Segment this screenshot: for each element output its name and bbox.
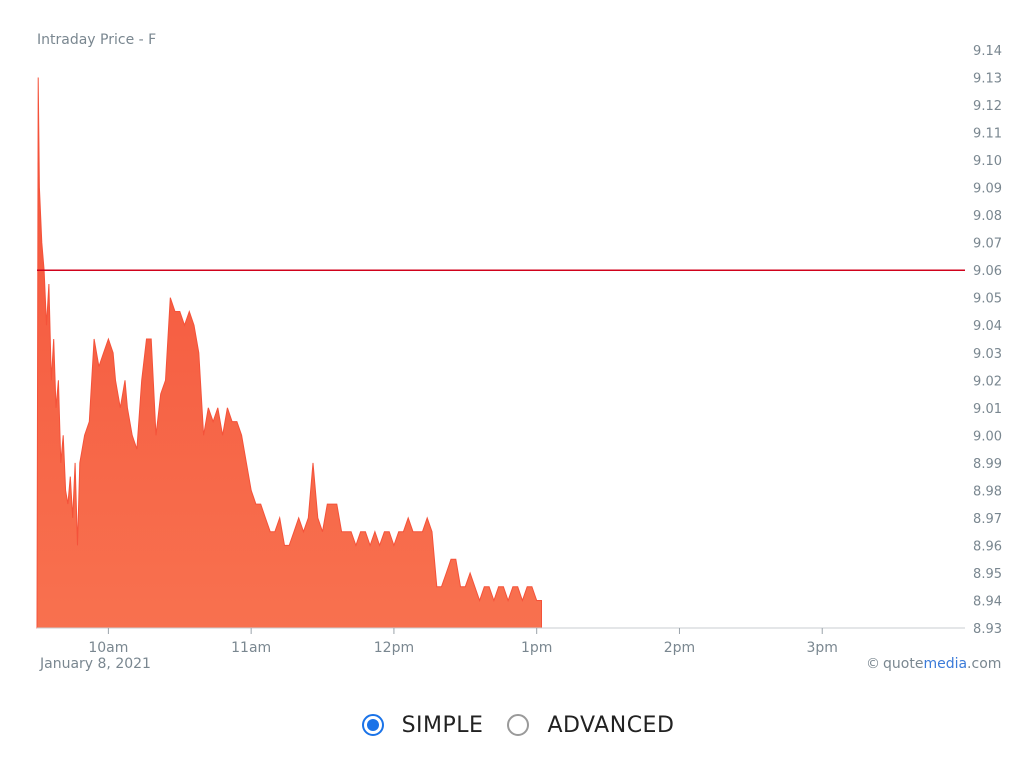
chart-plot: 8.93 8.94 8.95 8.96 8.97 8.98 8.99 9.00 9.01 9.02… (36, 44, 1002, 656)
y-tick-label: 9.02 (973, 374, 1002, 389)
x-tick-label: 1pm (521, 640, 552, 656)
y-tick-label: 9.06 (973, 264, 1002, 279)
simple-radio[interactable] (361, 714, 384, 736)
y-tick-label: 9.09 (973, 182, 1002, 197)
y-tick-label: 8.93 (973, 622, 1002, 637)
x-tick-label: 10am (88, 640, 128, 656)
copyright-icon: © (866, 656, 880, 672)
price-area (36, 77, 542, 629)
y-tick-label: 9.00 (973, 429, 1002, 444)
chart-mode-selector: SIMPLE ADVANCED (0, 700, 1036, 750)
y-tick-label: 9.08 (973, 209, 1002, 224)
advanced-label: ADVANCED (547, 712, 675, 738)
date-label: January 8, 2021 (40, 656, 151, 672)
x-tick-label: 2pm (664, 640, 695, 656)
y-tick-label: 9.03 (973, 347, 1002, 362)
y-tick-label: 9.10 (973, 154, 1002, 169)
y-tick-label: 8.99 (973, 457, 1002, 472)
credit-suffix: .com (967, 656, 1002, 672)
quotemedia-credit[interactable]: © quotemedia.com (866, 656, 1001, 672)
y-tick-label: 8.97 (973, 512, 1002, 527)
chart-title: Intraday Price - F (37, 32, 157, 48)
y-tick-label: 9.05 (973, 292, 1002, 307)
y-tick-label: 8.96 (973, 539, 1002, 554)
simple-label: SIMPLE (401, 712, 484, 738)
y-tick-label: 8.98 (973, 484, 1002, 499)
x-tick-label: 12pm (374, 640, 414, 656)
intraday-chart: Intraday Price - F 8.93 8.94 8.95 8.96 8.97 8… (36, 32, 1002, 672)
mode-option-advanced[interactable]: ADVANCED (507, 713, 674, 738)
credit-prefix: quote (883, 656, 924, 672)
y-tick-label: 9.11 (973, 127, 1002, 142)
y-tick-label: 9.07 (973, 237, 1002, 252)
advanced-radio[interactable] (507, 714, 530, 736)
y-tick-label: 9.14 (973, 44, 1002, 59)
mode-option-simple[interactable]: SIMPLE (361, 712, 484, 738)
y-tick-label: 8.94 (973, 594, 1002, 609)
y-tick-label: 8.95 (973, 567, 1002, 582)
y-tick-label: 9.01 (973, 402, 1002, 417)
x-tick-label: 3pm (807, 640, 838, 656)
y-tick-label: 9.04 (973, 319, 1002, 334)
y-tick-label: 9.13 (973, 72, 1002, 87)
credit-brand: media (923, 656, 968, 672)
y-tick-label: 9.12 (973, 99, 1002, 114)
x-tick-label: 11am (231, 640, 271, 656)
